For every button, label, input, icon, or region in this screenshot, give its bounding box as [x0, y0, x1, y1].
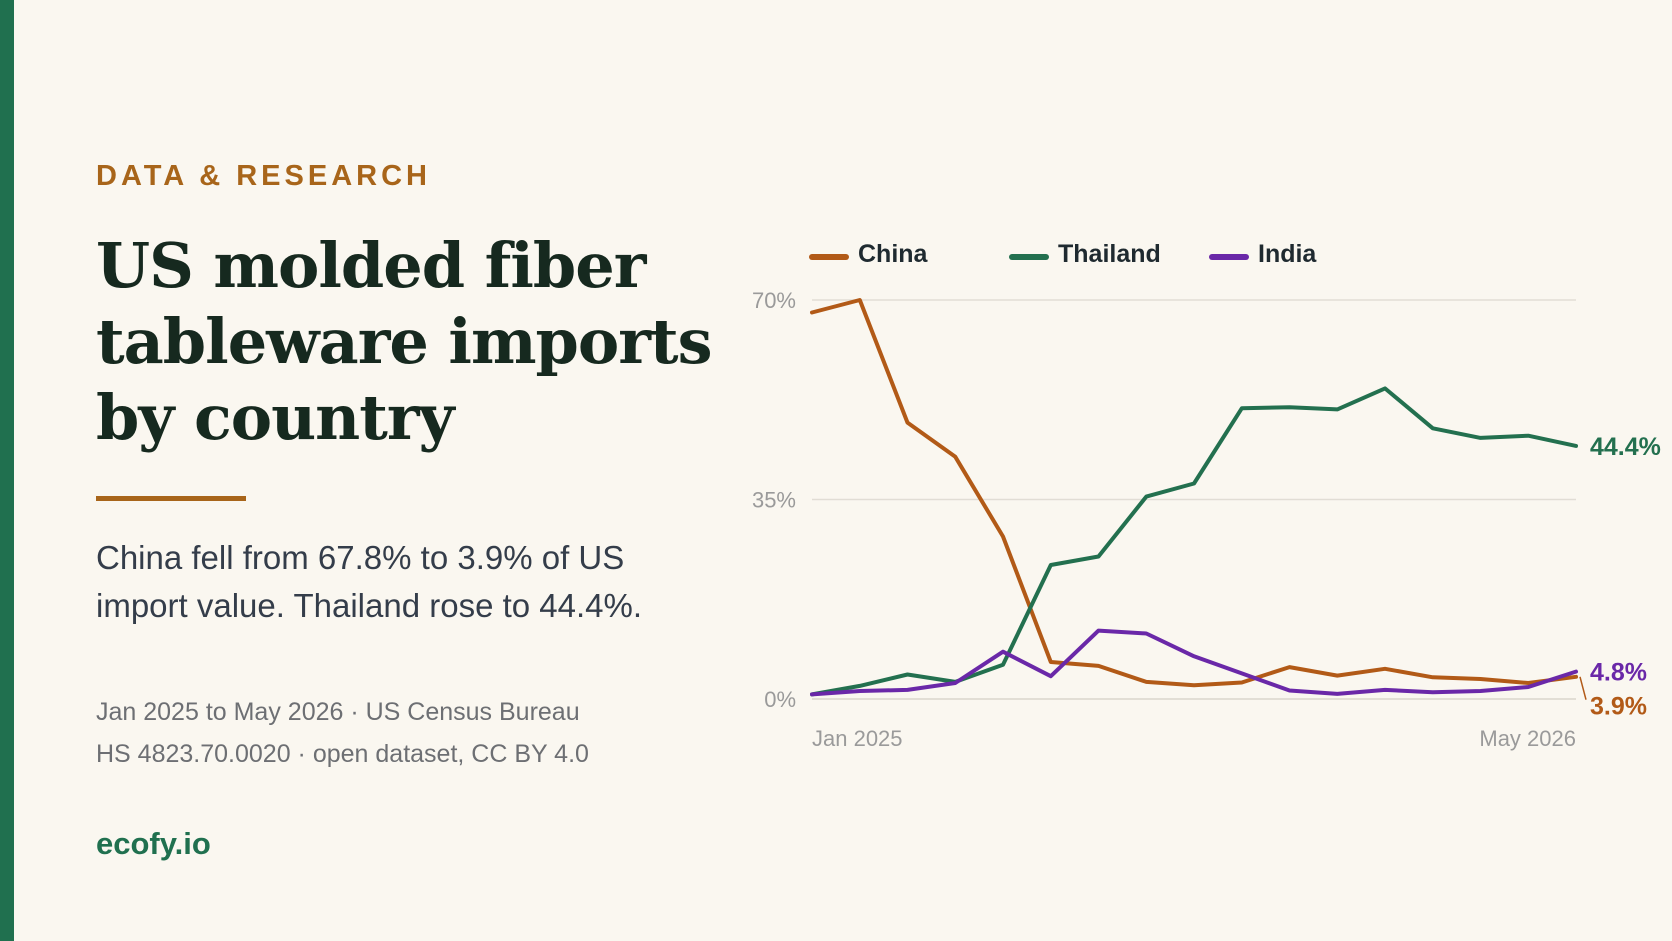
legend-label-india: India [1258, 240, 1317, 268]
series-line-india [810, 628, 1578, 697]
left-accent-bar [0, 0, 14, 941]
legend-label-thailand: Thailand [1058, 240, 1161, 268]
source-line-date: Jan 2025 to May 2026 · US Census Bureau [96, 698, 580, 726]
series-line-thailand [810, 386, 1578, 697]
y-tick-label-35: 35% [752, 488, 796, 513]
end-label-leader-china [1579, 676, 1587, 700]
end-label-china: 3.9% [1590, 693, 1647, 721]
end-label-thailand: 44.4% [1590, 433, 1661, 461]
source-note: Jan 2025 to May 2026 · US Census Bureau … [96, 691, 716, 775]
title-divider [96, 496, 246, 501]
summary-text: China fell from 67.8% to 3.9% of US impo… [96, 539, 643, 624]
source-line-license: HS 4823.70.0020 · open dataset, CC BY 4.… [96, 740, 589, 768]
end-label-india: 4.8% [1590, 659, 1647, 687]
legend-label-china: China [858, 240, 929, 268]
x-tick-label-end: May 2026 [1479, 726, 1576, 751]
x-tick-label-start: Jan 2025 [812, 726, 903, 751]
page-title: US molded fiber tableware imports by cou… [96, 229, 712, 454]
y-tick-label-70: 70% [752, 288, 796, 313]
brand-link[interactable]: ecofy.io [96, 826, 211, 861]
eyebrow-label: DATA & RESEARCH [96, 160, 431, 192]
series-line-china [810, 298, 1578, 688]
y-tick-label-0: 0% [764, 687, 796, 712]
